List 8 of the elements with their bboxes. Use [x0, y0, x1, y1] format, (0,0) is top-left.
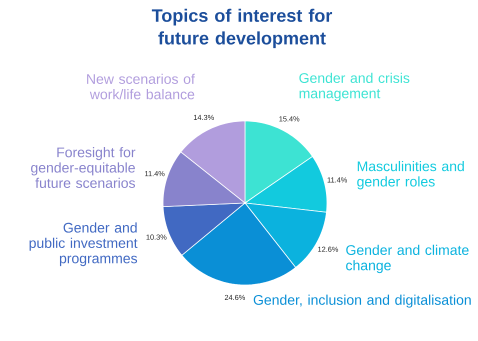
- slice-label: Foresight for gender-equitable future scenarios: [31, 147, 136, 188]
- slice-label: Gender and climate change: [346, 244, 469, 274]
- slice-label: Gender, inclusion and digitalisation: [254, 294, 471, 308]
- slice-label: Gender and public investment programmes: [30, 222, 138, 266]
- slice-label: Gender and crisis management: [299, 72, 410, 102]
- slice-label: New scenarios of work/life balance: [87, 74, 195, 100]
- slice-label: Masculinities and gender roles: [357, 160, 464, 190]
- chart-title: Topics of interest for future development: [152, 8, 332, 48]
